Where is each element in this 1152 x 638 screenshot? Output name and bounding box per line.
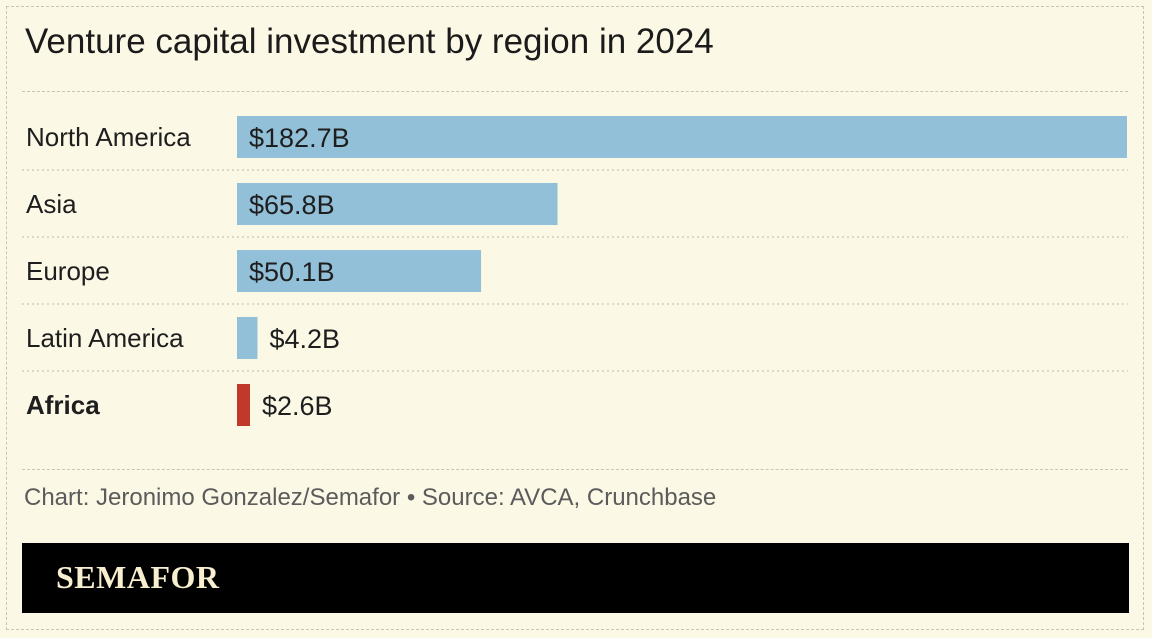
- value-label: $182.7B: [249, 123, 350, 153]
- top-divider: [22, 91, 1128, 92]
- category-label: North America: [26, 122, 191, 152]
- bar: [237, 183, 558, 225]
- bar: [237, 116, 1127, 158]
- value-label: $2.6B: [262, 391, 333, 421]
- chart-frame: [6, 6, 1144, 630]
- brand-bar: SEMAFOR: [22, 543, 1129, 613]
- category-label: Latin America: [26, 323, 184, 353]
- value-label: $50.1B: [249, 257, 335, 287]
- chart-title: Venture capital investment by region in …: [25, 22, 714, 61]
- chart-source: Chart: Jeronimo Gonzalez/Semafor • Sourc…: [24, 484, 717, 511]
- category-label: Europe: [26, 256, 110, 286]
- bar-highlight: [237, 384, 250, 426]
- bottom-divider: [22, 469, 1128, 470]
- value-label: $4.2B: [269, 324, 340, 354]
- category-label: Africa: [26, 390, 100, 420]
- value-label: $65.8B: [249, 190, 335, 220]
- category-label: Asia: [26, 189, 77, 219]
- bar: [237, 317, 258, 359]
- semafor-logo: SEMAFOR: [56, 559, 220, 595]
- bar: [237, 250, 482, 292]
- bar-chart: North America $182.7B Asia $65.8B Europe $50.…: [22, 116, 1128, 426]
